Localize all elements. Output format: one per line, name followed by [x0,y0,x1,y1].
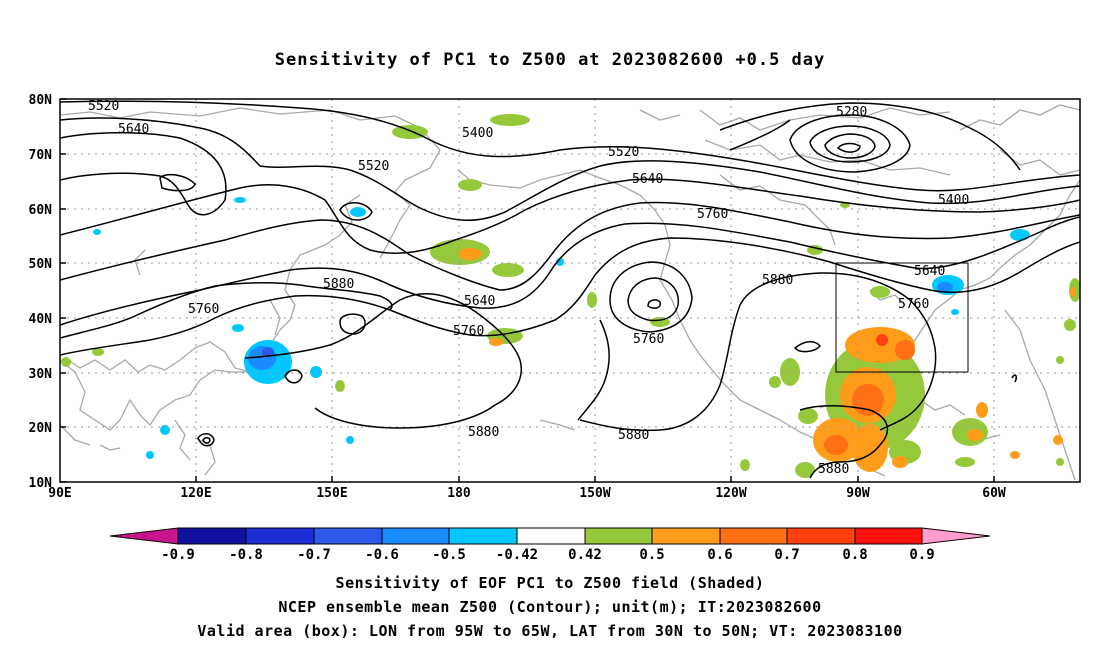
colorbar-label: 0.6 [707,547,732,563]
lon-label: 180 [447,486,471,501]
contour-label: 5640 [914,264,945,279]
colorbar-cell [245,527,315,545]
contour-label: 5880 [762,273,793,288]
coastlines [60,104,1080,481]
shaded-sensitivity [61,114,1080,478]
lon-label: 120E [180,486,211,501]
map-title: Sensitivity of PC1 to Z500 at 2023082600… [274,50,826,70]
colorbar-cell [381,527,450,545]
colorbar-cell [448,527,518,545]
contour-label: 5640 [118,122,149,137]
contour-label: 5400 [938,193,969,208]
longitude-labels: 90E 120E 150E 180 150W 120W 90W 60W [48,486,1006,501]
colorbar-label: -0.6 [365,547,399,563]
colorbar-low-triangle [109,527,179,545]
colorbar-label: -0.9 [161,547,195,563]
colorbar-label: -0.8 [229,547,263,563]
contour-label: 5760 [898,297,929,312]
lat-label: 50N [29,257,53,272]
contour-label: 5520 [88,99,119,114]
footer-line-valid-area: Valid area (box): LON from 95W to 65W, L… [197,622,903,640]
contour-label: 5280 [836,105,867,120]
lon-label: 90E [48,486,71,501]
z500-contours [60,100,1080,479]
contour-label: 5880 [323,277,354,292]
contour-label: 5520 [358,159,389,174]
contour-labels: 5520 5640 5400 5520 5520 5640 5760 5280 … [88,99,969,477]
lon-label: 60W [982,486,1006,501]
lon-label: 90W [846,486,870,501]
colorbar-labels: -0.9 -0.8 -0.7 -0.6 -0.5 -0.42 0.42 0.5 … [161,547,935,563]
colorbar-cell [177,527,247,545]
lon-label: 120W [715,486,746,501]
lat-label: 30N [29,367,53,382]
colorbar-label: 0.7 [774,547,799,563]
contour-label: 5640 [464,294,495,309]
colorbar-label: 0.8 [842,547,867,563]
lat-label: 80N [29,93,53,108]
contour-label: 5760 [188,302,219,317]
map-frame [59,98,1081,483]
colorbar-cell [786,527,856,545]
contour-label: 5520 [608,145,639,160]
latitude-labels: 80N 70N 60N 50N 40N 30N 20N 10N [29,93,53,491]
valid-area-box [835,262,969,373]
lat-label: 10N [29,476,53,491]
contour-label: 5880 [468,425,499,440]
contour-label: 5760 [453,324,484,339]
colorbar-cell [719,527,788,545]
lon-label: 150E [316,486,347,501]
contour-label: 5760 [697,207,728,222]
contour-label: 5400 [462,126,493,141]
colorbar [109,527,991,545]
lat-lon-grid [60,99,1080,482]
colorbar-high-triangle [921,527,991,545]
contour-label: 5880 [818,462,849,477]
colorbar-label: 0.42 [568,547,602,563]
lat-label: 60N [29,203,53,218]
contour-label: 5760 [633,332,664,347]
lon-label: 150W [579,486,610,501]
colorbar-label: 0.9 [909,547,934,563]
colorbar-label: 0.5 [639,547,664,563]
contour-label: 5880 [618,428,649,443]
lat-label: 40N [29,312,53,327]
colorbar-cell [651,527,721,545]
colorbar-cell [584,527,653,545]
footer-line-contour: NCEP ensemble mean Z500 (Contour); unit(… [278,598,822,616]
footer-line-shaded: Sensitivity of EOF PC1 to Z500 field (Sh… [335,574,765,592]
axis-ticks [60,98,995,483]
lat-label: 70N [29,148,53,163]
colorbar-label: -0.5 [432,547,466,563]
lat-label: 20N [29,421,53,436]
colorbar-label: -0.42 [496,547,538,563]
colorbar-cell [516,527,586,545]
colorbar-cell [854,527,923,545]
colorbar-cell [313,527,383,545]
colorbar-label: -0.7 [297,547,331,563]
contour-label: 5640 [632,172,663,187]
